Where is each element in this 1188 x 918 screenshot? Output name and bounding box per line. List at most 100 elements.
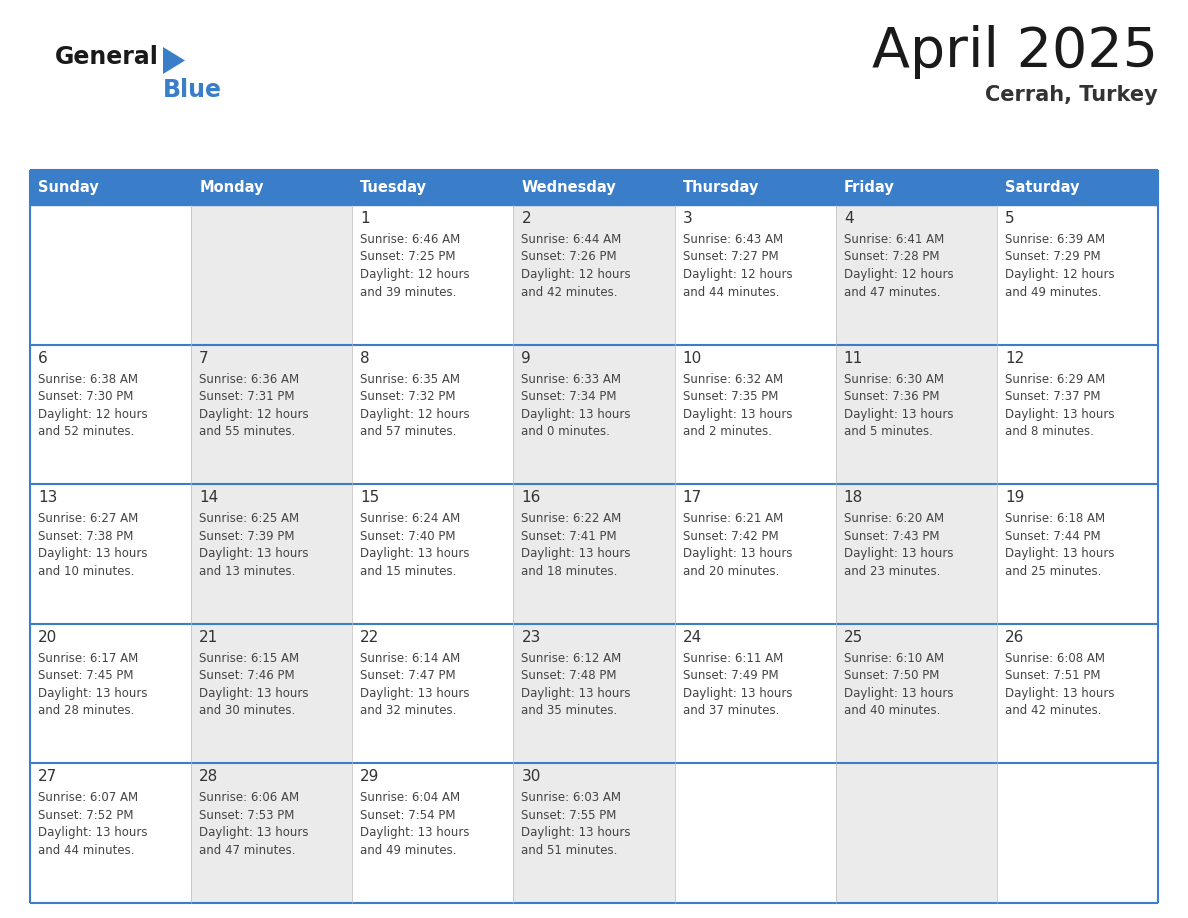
Text: Monday: Monday — [200, 180, 264, 195]
Text: Tuesday: Tuesday — [360, 180, 428, 195]
Text: Sunrise: 6:38 AM
Sunset: 7:30 PM
Daylight: 12 hours
and 52 minutes.: Sunrise: 6:38 AM Sunset: 7:30 PM Dayligh… — [38, 373, 147, 438]
Text: Sunrise: 6:03 AM
Sunset: 7:55 PM
Daylight: 13 hours
and 51 minutes.: Sunrise: 6:03 AM Sunset: 7:55 PM Dayligh… — [522, 791, 631, 856]
Text: 3: 3 — [683, 211, 693, 226]
Bar — [835, 624, 997, 764]
Text: Sunrise: 6:46 AM
Sunset: 7:25 PM
Daylight: 12 hours
and 39 minutes.: Sunrise: 6:46 AM Sunset: 7:25 PM Dayligh… — [360, 233, 470, 298]
Text: Sunrise: 6:20 AM
Sunset: 7:43 PM
Daylight: 13 hours
and 23 minutes.: Sunrise: 6:20 AM Sunset: 7:43 PM Dayligh… — [843, 512, 953, 577]
Bar — [513, 484, 675, 624]
Text: Sunrise: 6:17 AM
Sunset: 7:45 PM
Daylight: 13 hours
and 28 minutes.: Sunrise: 6:17 AM Sunset: 7:45 PM Dayligh… — [38, 652, 147, 717]
Text: 16: 16 — [522, 490, 541, 505]
Text: 18: 18 — [843, 490, 862, 505]
Text: 20: 20 — [38, 630, 57, 644]
Bar — [353, 764, 513, 903]
Bar — [30, 205, 191, 344]
Text: 26: 26 — [1005, 630, 1024, 644]
Text: Sunrise: 6:15 AM
Sunset: 7:46 PM
Daylight: 13 hours
and 30 minutes.: Sunrise: 6:15 AM Sunset: 7:46 PM Dayligh… — [200, 652, 309, 717]
Text: 14: 14 — [200, 490, 219, 505]
Bar — [997, 205, 1158, 344]
Bar — [513, 205, 675, 344]
Text: 5: 5 — [1005, 211, 1015, 226]
Text: 7: 7 — [200, 351, 209, 365]
Text: 13: 13 — [38, 490, 57, 505]
Text: Sunrise: 6:35 AM
Sunset: 7:32 PM
Daylight: 12 hours
and 57 minutes.: Sunrise: 6:35 AM Sunset: 7:32 PM Dayligh… — [360, 373, 470, 438]
Text: April 2025: April 2025 — [872, 25, 1158, 79]
Bar — [675, 624, 835, 764]
Bar — [191, 170, 353, 205]
Text: Sunrise: 6:04 AM
Sunset: 7:54 PM
Daylight: 13 hours
and 49 minutes.: Sunrise: 6:04 AM Sunset: 7:54 PM Dayligh… — [360, 791, 469, 856]
Bar — [997, 344, 1158, 484]
Bar — [30, 624, 191, 764]
Bar — [835, 205, 997, 344]
Text: Saturday: Saturday — [1005, 180, 1080, 195]
Bar — [675, 170, 835, 205]
Text: Sunrise: 6:21 AM
Sunset: 7:42 PM
Daylight: 13 hours
and 20 minutes.: Sunrise: 6:21 AM Sunset: 7:42 PM Dayligh… — [683, 512, 792, 577]
Bar — [513, 344, 675, 484]
Text: Sunrise: 6:33 AM
Sunset: 7:34 PM
Daylight: 13 hours
and 0 minutes.: Sunrise: 6:33 AM Sunset: 7:34 PM Dayligh… — [522, 373, 631, 438]
Bar — [675, 484, 835, 624]
Bar — [30, 344, 191, 484]
Text: Sunrise: 6:06 AM
Sunset: 7:53 PM
Daylight: 13 hours
and 47 minutes.: Sunrise: 6:06 AM Sunset: 7:53 PM Dayligh… — [200, 791, 309, 856]
Text: 15: 15 — [360, 490, 380, 505]
Bar — [835, 764, 997, 903]
Text: 1: 1 — [360, 211, 369, 226]
Bar — [513, 170, 675, 205]
Text: Sunday: Sunday — [38, 180, 99, 195]
Text: Sunrise: 6:27 AM
Sunset: 7:38 PM
Daylight: 13 hours
and 10 minutes.: Sunrise: 6:27 AM Sunset: 7:38 PM Dayligh… — [38, 512, 147, 577]
Text: 12: 12 — [1005, 351, 1024, 365]
Bar — [997, 764, 1158, 903]
Bar — [191, 344, 353, 484]
Bar — [191, 484, 353, 624]
Bar — [30, 484, 191, 624]
Text: Sunrise: 6:32 AM
Sunset: 7:35 PM
Daylight: 13 hours
and 2 minutes.: Sunrise: 6:32 AM Sunset: 7:35 PM Dayligh… — [683, 373, 792, 438]
Bar — [191, 205, 353, 344]
Polygon shape — [163, 47, 185, 74]
Text: Thursday: Thursday — [683, 180, 759, 195]
Text: Wednesday: Wednesday — [522, 180, 617, 195]
Text: Sunrise: 6:24 AM
Sunset: 7:40 PM
Daylight: 13 hours
and 15 minutes.: Sunrise: 6:24 AM Sunset: 7:40 PM Dayligh… — [360, 512, 469, 577]
Bar — [191, 624, 353, 764]
Text: Sunrise: 6:30 AM
Sunset: 7:36 PM
Daylight: 13 hours
and 5 minutes.: Sunrise: 6:30 AM Sunset: 7:36 PM Dayligh… — [843, 373, 953, 438]
Text: 9: 9 — [522, 351, 531, 365]
Text: Sunrise: 6:12 AM
Sunset: 7:48 PM
Daylight: 13 hours
and 35 minutes.: Sunrise: 6:12 AM Sunset: 7:48 PM Dayligh… — [522, 652, 631, 717]
Bar — [353, 344, 513, 484]
Text: Sunrise: 6:36 AM
Sunset: 7:31 PM
Daylight: 12 hours
and 55 minutes.: Sunrise: 6:36 AM Sunset: 7:31 PM Dayligh… — [200, 373, 309, 438]
Text: 4: 4 — [843, 211, 853, 226]
Text: 17: 17 — [683, 490, 702, 505]
Bar — [513, 764, 675, 903]
Bar — [675, 764, 835, 903]
Bar — [353, 484, 513, 624]
Bar — [675, 205, 835, 344]
Bar — [191, 764, 353, 903]
Text: 27: 27 — [38, 769, 57, 784]
Text: General: General — [55, 45, 159, 69]
Text: Sunrise: 6:08 AM
Sunset: 7:51 PM
Daylight: 13 hours
and 42 minutes.: Sunrise: 6:08 AM Sunset: 7:51 PM Dayligh… — [1005, 652, 1114, 717]
Text: Sunrise: 6:25 AM
Sunset: 7:39 PM
Daylight: 13 hours
and 13 minutes.: Sunrise: 6:25 AM Sunset: 7:39 PM Dayligh… — [200, 512, 309, 577]
Bar — [997, 624, 1158, 764]
Text: 22: 22 — [360, 630, 380, 644]
Text: Sunrise: 6:14 AM
Sunset: 7:47 PM
Daylight: 13 hours
and 32 minutes.: Sunrise: 6:14 AM Sunset: 7:47 PM Dayligh… — [360, 652, 469, 717]
Text: Blue: Blue — [163, 78, 222, 102]
Text: 29: 29 — [360, 769, 380, 784]
Bar — [835, 170, 997, 205]
Bar — [835, 484, 997, 624]
Text: 6: 6 — [38, 351, 48, 365]
Text: 10: 10 — [683, 351, 702, 365]
Text: Cerrah, Turkey: Cerrah, Turkey — [985, 85, 1158, 105]
Text: Sunrise: 6:44 AM
Sunset: 7:26 PM
Daylight: 12 hours
and 42 minutes.: Sunrise: 6:44 AM Sunset: 7:26 PM Dayligh… — [522, 233, 631, 298]
Text: Sunrise: 6:18 AM
Sunset: 7:44 PM
Daylight: 13 hours
and 25 minutes.: Sunrise: 6:18 AM Sunset: 7:44 PM Dayligh… — [1005, 512, 1114, 577]
Bar — [675, 344, 835, 484]
Text: 2: 2 — [522, 211, 531, 226]
Bar — [30, 764, 191, 903]
Text: Sunrise: 6:07 AM
Sunset: 7:52 PM
Daylight: 13 hours
and 44 minutes.: Sunrise: 6:07 AM Sunset: 7:52 PM Dayligh… — [38, 791, 147, 856]
Text: 25: 25 — [843, 630, 862, 644]
Text: 30: 30 — [522, 769, 541, 784]
Text: 24: 24 — [683, 630, 702, 644]
Text: 23: 23 — [522, 630, 541, 644]
Text: 21: 21 — [200, 630, 219, 644]
Bar — [353, 205, 513, 344]
Text: Sunrise: 6:22 AM
Sunset: 7:41 PM
Daylight: 13 hours
and 18 minutes.: Sunrise: 6:22 AM Sunset: 7:41 PM Dayligh… — [522, 512, 631, 577]
Text: 8: 8 — [360, 351, 369, 365]
Bar — [513, 624, 675, 764]
Text: 19: 19 — [1005, 490, 1024, 505]
Text: Sunrise: 6:29 AM
Sunset: 7:37 PM
Daylight: 13 hours
and 8 minutes.: Sunrise: 6:29 AM Sunset: 7:37 PM Dayligh… — [1005, 373, 1114, 438]
